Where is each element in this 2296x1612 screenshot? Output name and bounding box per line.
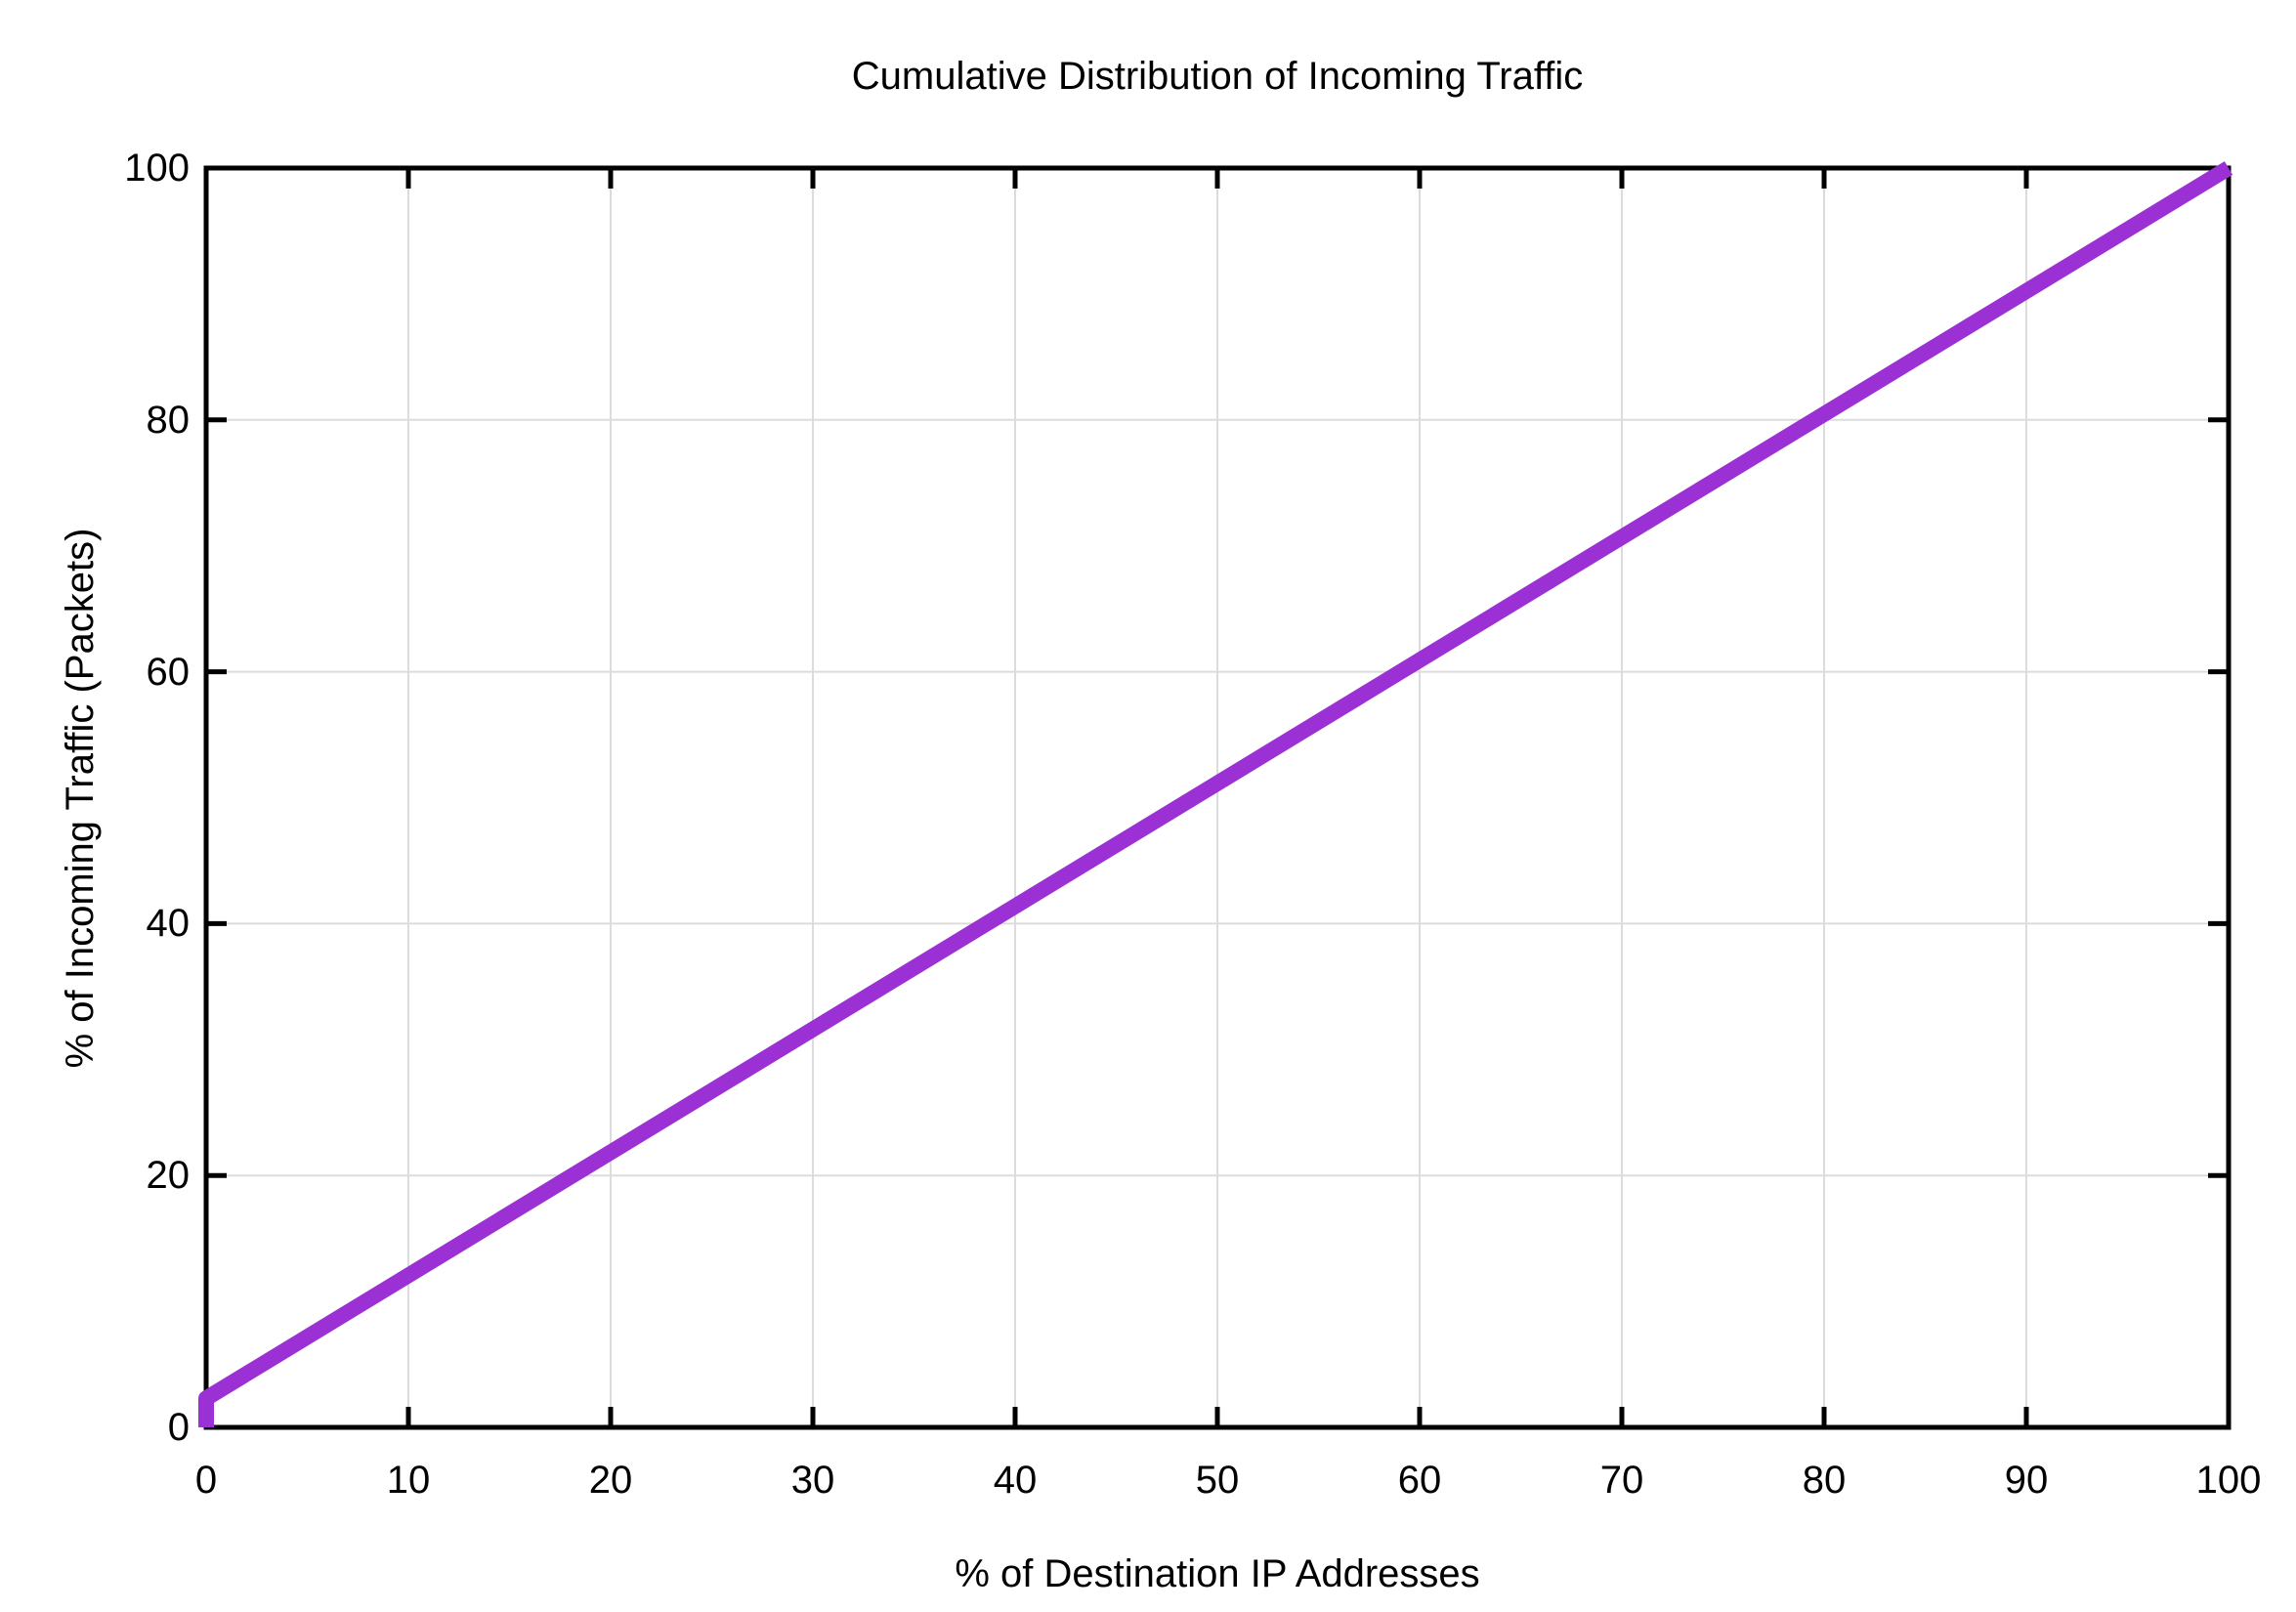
- x-tick-label: 70: [1599, 1459, 1644, 1502]
- x-tick-label: 40: [993, 1459, 1038, 1502]
- x-axis-label: % of Destination IP Addresses: [955, 1552, 1480, 1595]
- x-tick-label: 50: [1195, 1459, 1240, 1502]
- x-tick-label: 10: [386, 1459, 431, 1502]
- y-tick-label: 80: [146, 398, 191, 442]
- y-tick-label: 60: [146, 650, 191, 694]
- y-tick-label: 100: [124, 147, 190, 190]
- chart-title: Cumulative Distribution of Incoming Traf…: [851, 55, 1584, 98]
- x-tick-label: 80: [1802, 1459, 1847, 1502]
- cdf-line: [198, 161, 2233, 1427]
- y-tick-label: 40: [146, 902, 191, 946]
- x-tick-label: 100: [2195, 1459, 2262, 1502]
- x-tick-label: 30: [790, 1459, 835, 1502]
- y-tick-label: 20: [146, 1154, 191, 1198]
- y-axis-label: % of Incoming Traffic (Packets): [59, 528, 102, 1069]
- y-tick-label: 0: [167, 1406, 190, 1449]
- x-tick-label: 0: [194, 1459, 218, 1502]
- x-tick-label: 90: [2004, 1459, 2049, 1502]
- plot-border: [203, 165, 2232, 1430]
- x-tick-label: 20: [588, 1459, 633, 1502]
- x-tick-label: 60: [1397, 1459, 1442, 1502]
